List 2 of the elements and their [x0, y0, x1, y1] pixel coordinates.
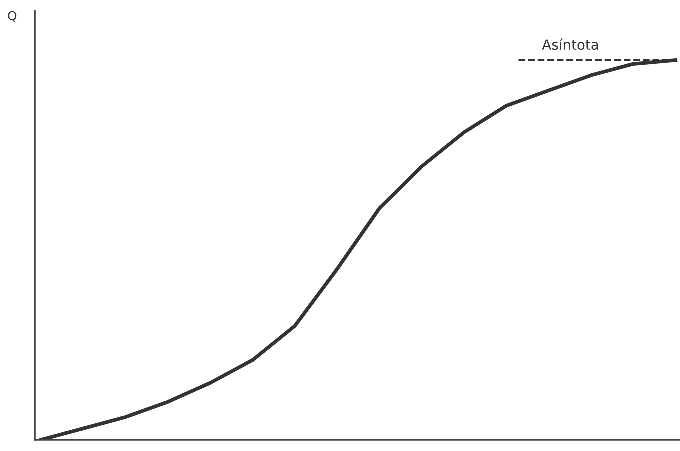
y-axis-title: Q	[8, 11, 17, 22]
ref-line-label: Asíntota	[542, 38, 598, 50]
